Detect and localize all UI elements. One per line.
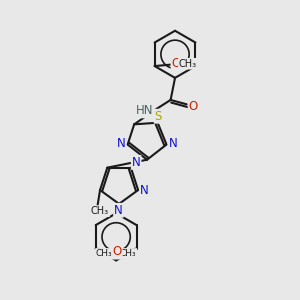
Text: HN: HN bbox=[136, 104, 153, 117]
Text: N: N bbox=[140, 184, 149, 197]
Text: N: N bbox=[114, 204, 123, 217]
Text: N: N bbox=[132, 156, 140, 169]
Text: CH₃: CH₃ bbox=[179, 59, 197, 69]
Text: N: N bbox=[169, 137, 177, 150]
Text: N: N bbox=[117, 137, 125, 150]
Text: CH₃: CH₃ bbox=[91, 206, 109, 216]
Text: S: S bbox=[154, 110, 162, 123]
Text: CH₃: CH₃ bbox=[120, 249, 136, 258]
Text: O: O bbox=[172, 57, 181, 70]
Text: CH₃: CH₃ bbox=[96, 249, 112, 258]
Text: O: O bbox=[112, 245, 122, 258]
Text: O: O bbox=[189, 100, 198, 113]
Text: O: O bbox=[110, 245, 120, 258]
